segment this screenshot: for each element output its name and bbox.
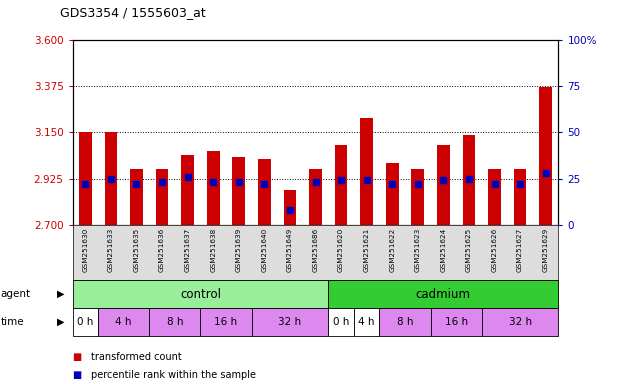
FancyBboxPatch shape bbox=[328, 280, 558, 308]
Bar bbox=[232, 157, 245, 225]
Text: GSM251622: GSM251622 bbox=[389, 227, 395, 271]
Point bbox=[310, 179, 321, 185]
Point bbox=[131, 181, 141, 187]
Point bbox=[387, 181, 398, 187]
Point bbox=[541, 170, 551, 176]
Point bbox=[157, 179, 167, 185]
Bar bbox=[386, 163, 399, 225]
Text: 0 h: 0 h bbox=[333, 317, 350, 327]
FancyBboxPatch shape bbox=[73, 280, 328, 308]
Text: GSM251624: GSM251624 bbox=[440, 227, 446, 271]
Bar bbox=[156, 169, 168, 225]
Text: ▶: ▶ bbox=[57, 289, 64, 299]
Point bbox=[464, 175, 474, 182]
Text: control: control bbox=[180, 288, 221, 301]
Text: GSM251620: GSM251620 bbox=[338, 227, 344, 271]
Text: GSM251633: GSM251633 bbox=[108, 227, 114, 271]
Text: GDS3354 / 1555603_at: GDS3354 / 1555603_at bbox=[60, 6, 206, 19]
Bar bbox=[181, 155, 194, 225]
Point bbox=[515, 181, 525, 187]
Text: GSM251639: GSM251639 bbox=[236, 227, 242, 271]
Text: GSM251649: GSM251649 bbox=[287, 227, 293, 271]
Bar bbox=[309, 169, 322, 225]
Text: ■: ■ bbox=[73, 352, 82, 362]
Text: ▶: ▶ bbox=[57, 317, 64, 327]
Text: GSM251621: GSM251621 bbox=[363, 227, 370, 271]
FancyBboxPatch shape bbox=[252, 308, 328, 336]
Text: GSM251625: GSM251625 bbox=[466, 227, 472, 271]
Point bbox=[80, 181, 90, 187]
Point bbox=[233, 179, 244, 185]
Bar bbox=[207, 151, 220, 225]
Text: GSM251623: GSM251623 bbox=[415, 227, 421, 271]
Point bbox=[362, 177, 372, 184]
FancyBboxPatch shape bbox=[201, 308, 252, 336]
Text: GSM251630: GSM251630 bbox=[83, 227, 88, 271]
FancyBboxPatch shape bbox=[328, 308, 354, 336]
Text: GSM251637: GSM251637 bbox=[185, 227, 191, 271]
Point bbox=[413, 181, 423, 187]
Point bbox=[439, 177, 449, 184]
FancyBboxPatch shape bbox=[354, 308, 379, 336]
Bar bbox=[514, 169, 526, 225]
Point bbox=[336, 177, 346, 184]
Text: GSM251629: GSM251629 bbox=[543, 227, 548, 271]
Point bbox=[490, 181, 500, 187]
FancyBboxPatch shape bbox=[379, 308, 430, 336]
Bar bbox=[79, 132, 91, 225]
Bar bbox=[105, 132, 117, 225]
Bar bbox=[258, 159, 271, 225]
Point bbox=[259, 181, 269, 187]
Text: agent: agent bbox=[1, 289, 31, 299]
Text: GSM251686: GSM251686 bbox=[312, 227, 319, 271]
Text: 4 h: 4 h bbox=[358, 317, 375, 327]
Bar bbox=[334, 145, 348, 225]
Bar bbox=[488, 169, 501, 225]
Bar bbox=[360, 118, 373, 225]
Text: 32 h: 32 h bbox=[278, 317, 302, 327]
Text: ■: ■ bbox=[73, 370, 82, 380]
Text: 8 h: 8 h bbox=[167, 317, 183, 327]
Bar bbox=[130, 169, 143, 225]
Point bbox=[182, 174, 192, 180]
Text: time: time bbox=[1, 317, 24, 327]
Text: 8 h: 8 h bbox=[397, 317, 413, 327]
FancyBboxPatch shape bbox=[98, 308, 150, 336]
Text: 32 h: 32 h bbox=[509, 317, 532, 327]
Text: cadmium: cadmium bbox=[416, 288, 471, 301]
FancyBboxPatch shape bbox=[430, 308, 481, 336]
Bar bbox=[411, 169, 424, 225]
Text: GSM251640: GSM251640 bbox=[261, 227, 268, 271]
Text: GSM251635: GSM251635 bbox=[134, 227, 139, 271]
Bar bbox=[540, 88, 552, 225]
FancyBboxPatch shape bbox=[481, 308, 558, 336]
Text: 16 h: 16 h bbox=[215, 317, 237, 327]
Text: 0 h: 0 h bbox=[77, 317, 93, 327]
Point bbox=[285, 207, 295, 213]
Text: transformed count: transformed count bbox=[91, 352, 182, 362]
Bar bbox=[283, 190, 297, 225]
Point bbox=[208, 179, 218, 185]
Bar bbox=[437, 145, 450, 225]
Text: GSM251627: GSM251627 bbox=[517, 227, 523, 271]
Text: GSM251636: GSM251636 bbox=[159, 227, 165, 271]
Text: percentile rank within the sample: percentile rank within the sample bbox=[91, 370, 256, 380]
Point bbox=[106, 175, 116, 182]
Text: GSM251638: GSM251638 bbox=[210, 227, 216, 271]
Text: 4 h: 4 h bbox=[115, 317, 132, 327]
Bar bbox=[463, 134, 475, 225]
Text: 16 h: 16 h bbox=[445, 317, 468, 327]
FancyBboxPatch shape bbox=[150, 308, 201, 336]
FancyBboxPatch shape bbox=[73, 308, 98, 336]
Text: GSM251626: GSM251626 bbox=[492, 227, 497, 271]
